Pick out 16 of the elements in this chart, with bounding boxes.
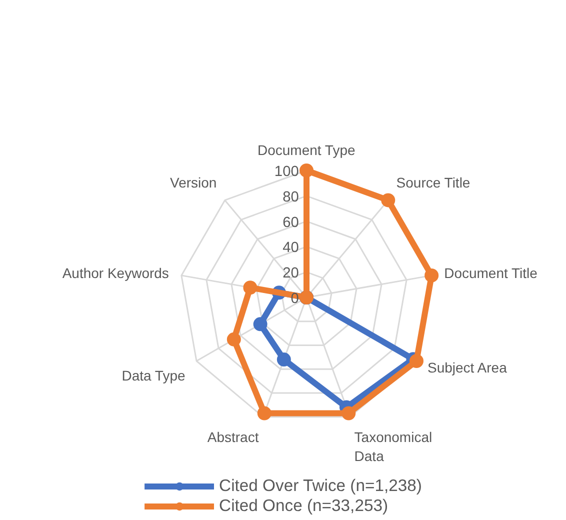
spoke-label: Data Type: [122, 367, 186, 384]
y-tick-label: 80: [282, 189, 299, 206]
spoke-label: Source Title: [396, 174, 470, 190]
legend-label: Cited Once (n=33,253): [219, 496, 388, 516]
spoke-label: Taxonomical Data: [354, 428, 432, 464]
spoke-label: Author Keywords: [62, 265, 169, 282]
legend-label: Cited Over Twice (n=1,238): [219, 476, 422, 496]
spoke-label: Abstract: [207, 428, 259, 445]
y-tick-label: 40: [282, 240, 299, 256]
spoke-label: Version: [170, 174, 217, 190]
y-tick-label: 20: [282, 266, 299, 282]
y-tick-label: 100: [274, 164, 299, 180]
spoke-label: Subject Area: [427, 359, 508, 376]
spoke-label: Document Type: [257, 142, 356, 158]
spoke-label: Document Title: [444, 265, 538, 282]
y-tick-label: 60: [282, 214, 299, 231]
